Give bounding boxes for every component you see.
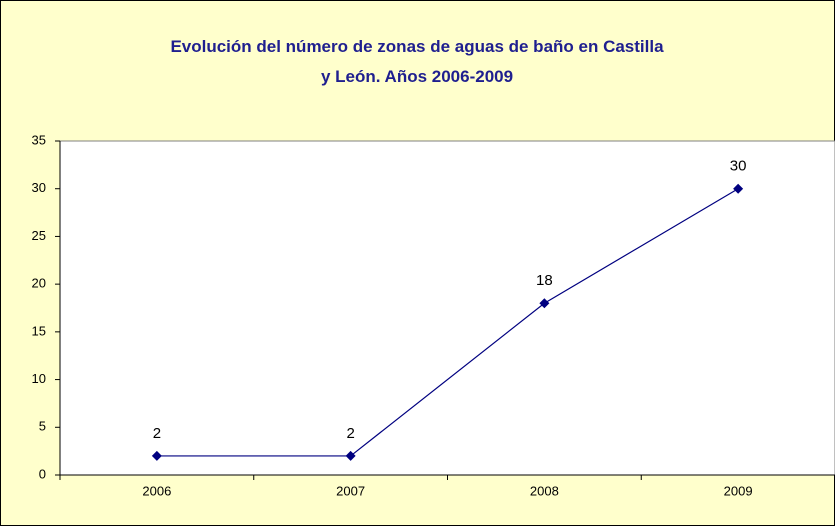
y-tick-label: 30 — [32, 180, 46, 195]
data-label: 18 — [536, 272, 553, 289]
y-tick-label: 25 — [32, 228, 46, 243]
y-tick-label: 20 — [32, 276, 46, 291]
marker — [539, 298, 550, 309]
marker — [733, 183, 744, 194]
chart-title: Evolución del número de zonas de aguas d… — [170, 37, 664, 86]
x-tick-label: 2007 — [336, 483, 365, 498]
data-label: 2 — [153, 425, 161, 442]
x-tick-label: 2008 — [530, 483, 559, 498]
y-tick-label: 15 — [32, 323, 46, 338]
y-tick-label: 5 — [39, 419, 46, 434]
plot-area — [59, 140, 835, 476]
marker — [151, 450, 162, 461]
y-tick-label: 35 — [32, 132, 46, 147]
data-label: 30 — [730, 158, 747, 175]
y-tick-label: 10 — [32, 371, 46, 386]
line — [156, 188, 739, 457]
marker — [345, 450, 356, 461]
data-label: 2 — [346, 425, 354, 442]
x-tick-label: 2009 — [724, 483, 753, 498]
x-tick-label: 2006 — [142, 483, 171, 498]
y-tick-label: 0 — [39, 466, 46, 481]
